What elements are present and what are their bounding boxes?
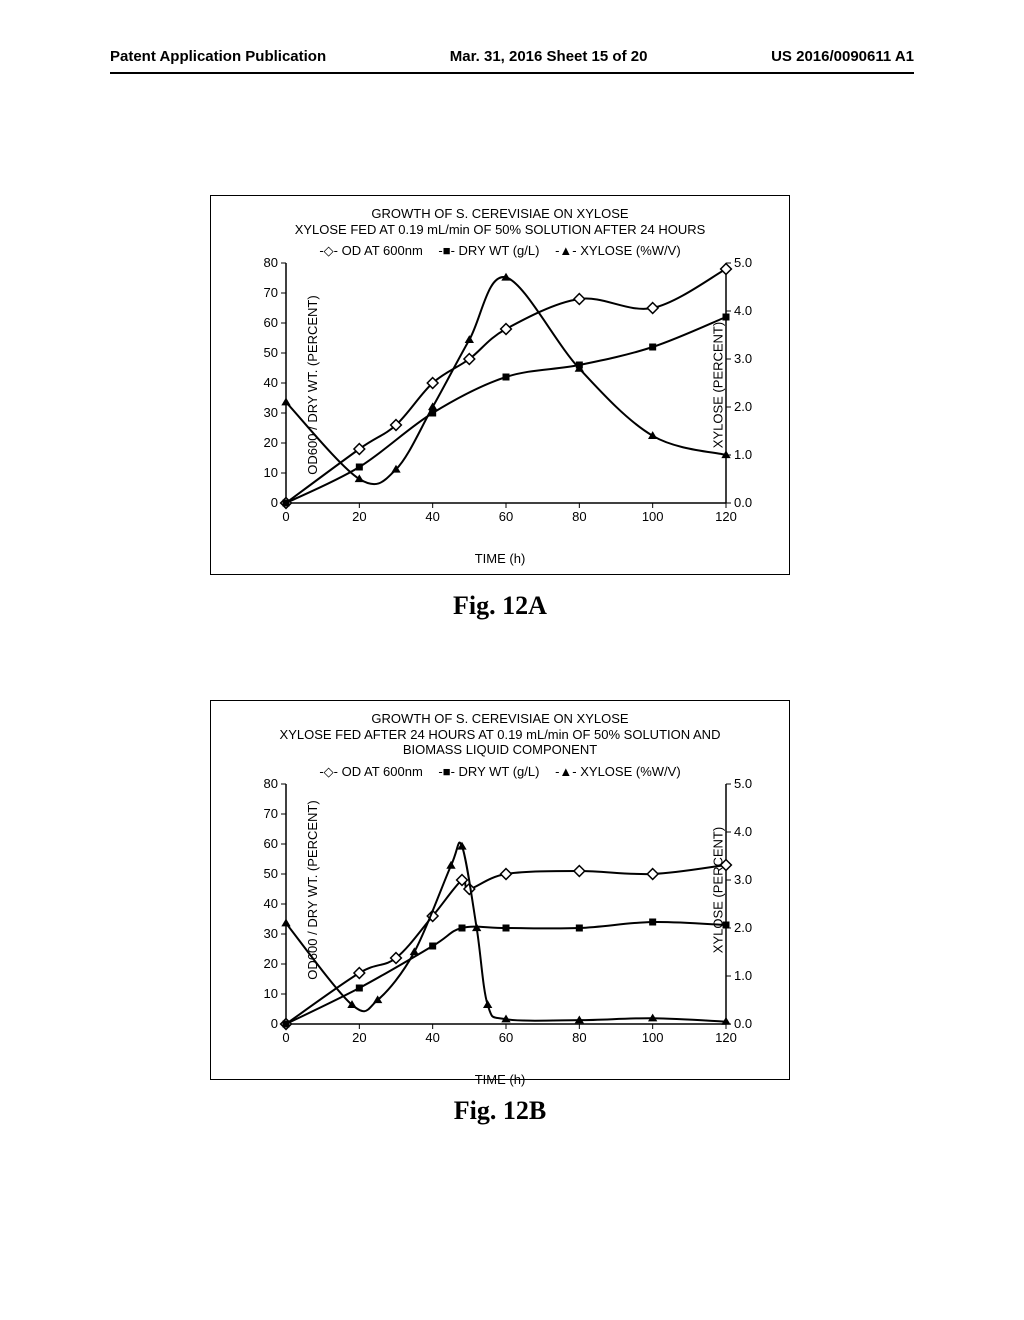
svg-text:4.0: 4.0 — [734, 303, 752, 318]
svg-text:100: 100 — [642, 509, 664, 524]
chart-b-title-1: GROWTH OF S. CEREVISIAE ON XYLOSE — [221, 711, 779, 727]
svg-text:0: 0 — [271, 1016, 278, 1031]
svg-text:60: 60 — [499, 509, 513, 524]
header-left: Patent Application Publication — [110, 48, 326, 65]
svg-text:80: 80 — [264, 255, 278, 270]
svg-text:80: 80 — [572, 509, 586, 524]
svg-text:40: 40 — [264, 375, 278, 390]
chart-b-title-2: XYLOSE FED AFTER 24 HOURS AT 0.19 mL/min… — [221, 727, 779, 743]
header-rule — [110, 72, 914, 74]
header-center: Mar. 31, 2016 Sheet 15 of 20 — [450, 48, 648, 65]
svg-text:20: 20 — [352, 1030, 366, 1045]
svg-text:70: 70 — [264, 285, 278, 300]
figure-12a: GROWTH OF S. CEREVISIAE ON XYLOSE XYLOSE… — [210, 195, 790, 621]
svg-text:1.0: 1.0 — [734, 968, 752, 983]
header-right: US 2016/0090611 A1 — [771, 48, 914, 65]
svg-text:30: 30 — [264, 405, 278, 420]
chart-a-legend: -◇- OD AT 600nm -■- DRY WT (g/L) -▲- XYL… — [221, 243, 779, 259]
svg-text:5.0: 5.0 — [734, 255, 752, 270]
svg-text:2.0: 2.0 — [734, 399, 752, 414]
legend-dry: DRY WT (g/L) — [459, 243, 540, 258]
svg-text:20: 20 — [264, 435, 278, 450]
svg-text:80: 80 — [264, 776, 278, 791]
legend-xyl-b: XYLOSE (%W/V) — [580, 764, 680, 779]
svg-text:4.0: 4.0 — [734, 824, 752, 839]
legend-dry-b: DRY WT (g/L) — [459, 764, 540, 779]
chart-b-title-3: BIOMASS LIQUID COMPONENT — [221, 742, 779, 758]
svg-text:50: 50 — [264, 866, 278, 881]
svg-text:40: 40 — [264, 896, 278, 911]
svg-text:120: 120 — [715, 1030, 737, 1045]
chart-a-plot: 010203040506070800.01.02.03.04.05.002040… — [286, 263, 724, 523]
caption-12a: Fig. 12A — [210, 591, 790, 621]
svg-text:10: 10 — [264, 465, 278, 480]
svg-text:100: 100 — [642, 1030, 664, 1045]
legend-od: OD AT 600nm — [342, 243, 423, 258]
svg-text:60: 60 — [264, 836, 278, 851]
svg-text:120: 120 — [715, 509, 737, 524]
svg-text:40: 40 — [425, 1030, 439, 1045]
svg-text:0.0: 0.0 — [734, 1016, 752, 1031]
svg-text:5.0: 5.0 — [734, 776, 752, 791]
chart-b-xlabel: TIME (h) — [221, 1072, 779, 1087]
svg-text:0.0: 0.0 — [734, 495, 752, 510]
chart-a-title-1: GROWTH OF S. CEREVISIAE ON XYLOSE — [221, 206, 779, 222]
svg-text:10: 10 — [264, 986, 278, 1001]
svg-text:0: 0 — [282, 509, 289, 524]
svg-text:50: 50 — [264, 345, 278, 360]
svg-text:60: 60 — [264, 315, 278, 330]
svg-text:0: 0 — [282, 1030, 289, 1045]
legend-od-b: OD AT 600nm — [342, 764, 423, 779]
svg-text:20: 20 — [264, 956, 278, 971]
caption-12b: Fig. 12B — [210, 1096, 790, 1126]
svg-text:3.0: 3.0 — [734, 351, 752, 366]
svg-text:60: 60 — [499, 1030, 513, 1045]
svg-text:2.0: 2.0 — [734, 920, 752, 935]
chart-b-plot: 010203040506070800.01.02.03.04.05.002040… — [286, 784, 724, 1044]
svg-text:3.0: 3.0 — [734, 872, 752, 887]
legend-xyl: XYLOSE (%W/V) — [580, 243, 680, 258]
svg-text:30: 30 — [264, 926, 278, 941]
figure-12b: GROWTH OF S. CEREVISIAE ON XYLOSE XYLOSE… — [210, 700, 790, 1126]
chart-a-xlabel: TIME (h) — [221, 551, 779, 566]
svg-text:80: 80 — [572, 1030, 586, 1045]
chart-b-legend: -◇- OD AT 600nm -■- DRY WT (g/L) -▲- XYL… — [221, 764, 779, 780]
svg-text:0: 0 — [271, 495, 278, 510]
svg-text:1.0: 1.0 — [734, 447, 752, 462]
svg-text:20: 20 — [352, 509, 366, 524]
svg-text:70: 70 — [264, 806, 278, 821]
svg-text:40: 40 — [425, 509, 439, 524]
chart-a-title-2: XYLOSE FED AT 0.19 mL/min OF 50% SOLUTIO… — [221, 222, 779, 238]
